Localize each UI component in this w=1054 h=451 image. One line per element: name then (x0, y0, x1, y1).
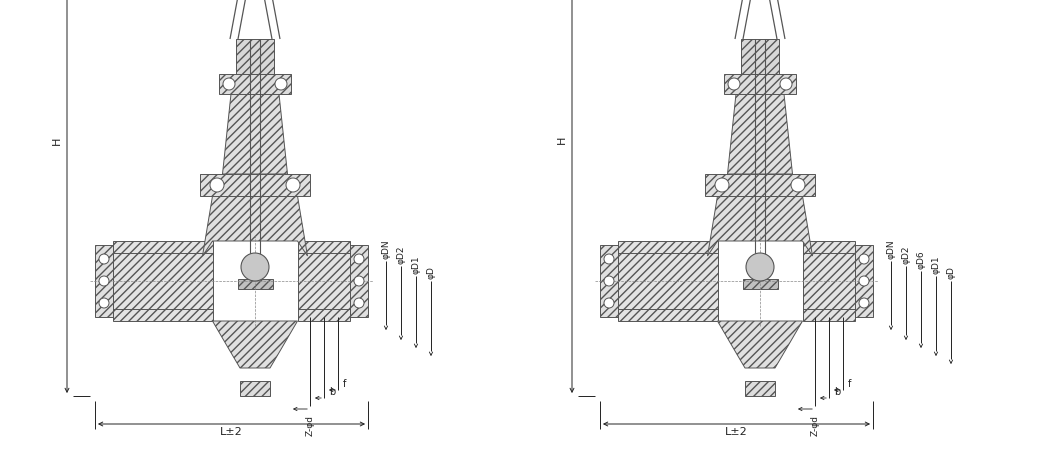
Text: φD6: φD6 (917, 250, 925, 268)
Bar (724, 75, 796, 95)
Polygon shape (718, 321, 802, 368)
Text: Z-φd: Z-φd (811, 414, 820, 435)
Text: φDN: φDN (886, 239, 896, 258)
Circle shape (99, 276, 109, 286)
Circle shape (354, 276, 364, 286)
Text: φDN: φDN (382, 239, 390, 258)
Text: H: H (52, 137, 62, 145)
Circle shape (780, 79, 792, 91)
Bar (95, 245, 113, 318)
Circle shape (223, 79, 235, 91)
Circle shape (210, 179, 225, 193)
Bar (600, 245, 618, 318)
Bar (297, 241, 350, 321)
Circle shape (354, 254, 364, 264)
Text: φD2: φD2 (901, 245, 911, 263)
Bar (745, 381, 775, 396)
Circle shape (99, 254, 109, 264)
Bar (219, 75, 291, 95)
Polygon shape (727, 95, 793, 175)
Text: Z-φd: Z-φd (306, 414, 314, 435)
Text: H: H (557, 135, 567, 144)
Circle shape (286, 179, 300, 193)
Bar (237, 279, 273, 290)
Bar (350, 245, 368, 318)
Polygon shape (707, 197, 813, 257)
Circle shape (746, 253, 774, 281)
Circle shape (728, 79, 740, 91)
Polygon shape (213, 321, 297, 368)
Circle shape (859, 276, 868, 286)
Circle shape (859, 299, 868, 308)
Text: L±2: L±2 (220, 426, 242, 436)
Text: φD2: φD2 (396, 245, 406, 263)
Circle shape (241, 253, 269, 281)
Bar (240, 381, 270, 396)
Circle shape (604, 254, 614, 264)
Circle shape (604, 299, 614, 308)
Bar (705, 175, 815, 197)
Text: f: f (343, 378, 347, 388)
Polygon shape (222, 95, 288, 175)
Circle shape (790, 179, 805, 193)
Circle shape (99, 299, 109, 308)
Circle shape (354, 299, 364, 308)
Circle shape (715, 179, 729, 193)
Text: b: b (834, 386, 840, 396)
Bar (236, 40, 274, 75)
Bar (200, 175, 310, 197)
Text: b: b (329, 386, 335, 396)
Circle shape (275, 79, 287, 91)
Text: φD1: φD1 (932, 255, 940, 273)
Circle shape (604, 276, 614, 286)
Text: φD: φD (946, 266, 956, 278)
Bar (618, 241, 718, 321)
Text: L±2: L±2 (725, 426, 748, 436)
Text: f: f (848, 378, 852, 388)
Bar (741, 40, 779, 75)
Text: φD: φD (427, 266, 435, 278)
Text: φD1: φD1 (411, 255, 421, 273)
Bar (802, 241, 855, 321)
Bar (742, 279, 778, 290)
Bar (855, 245, 873, 318)
Circle shape (859, 254, 868, 264)
Bar (113, 241, 213, 321)
Polygon shape (202, 197, 308, 257)
